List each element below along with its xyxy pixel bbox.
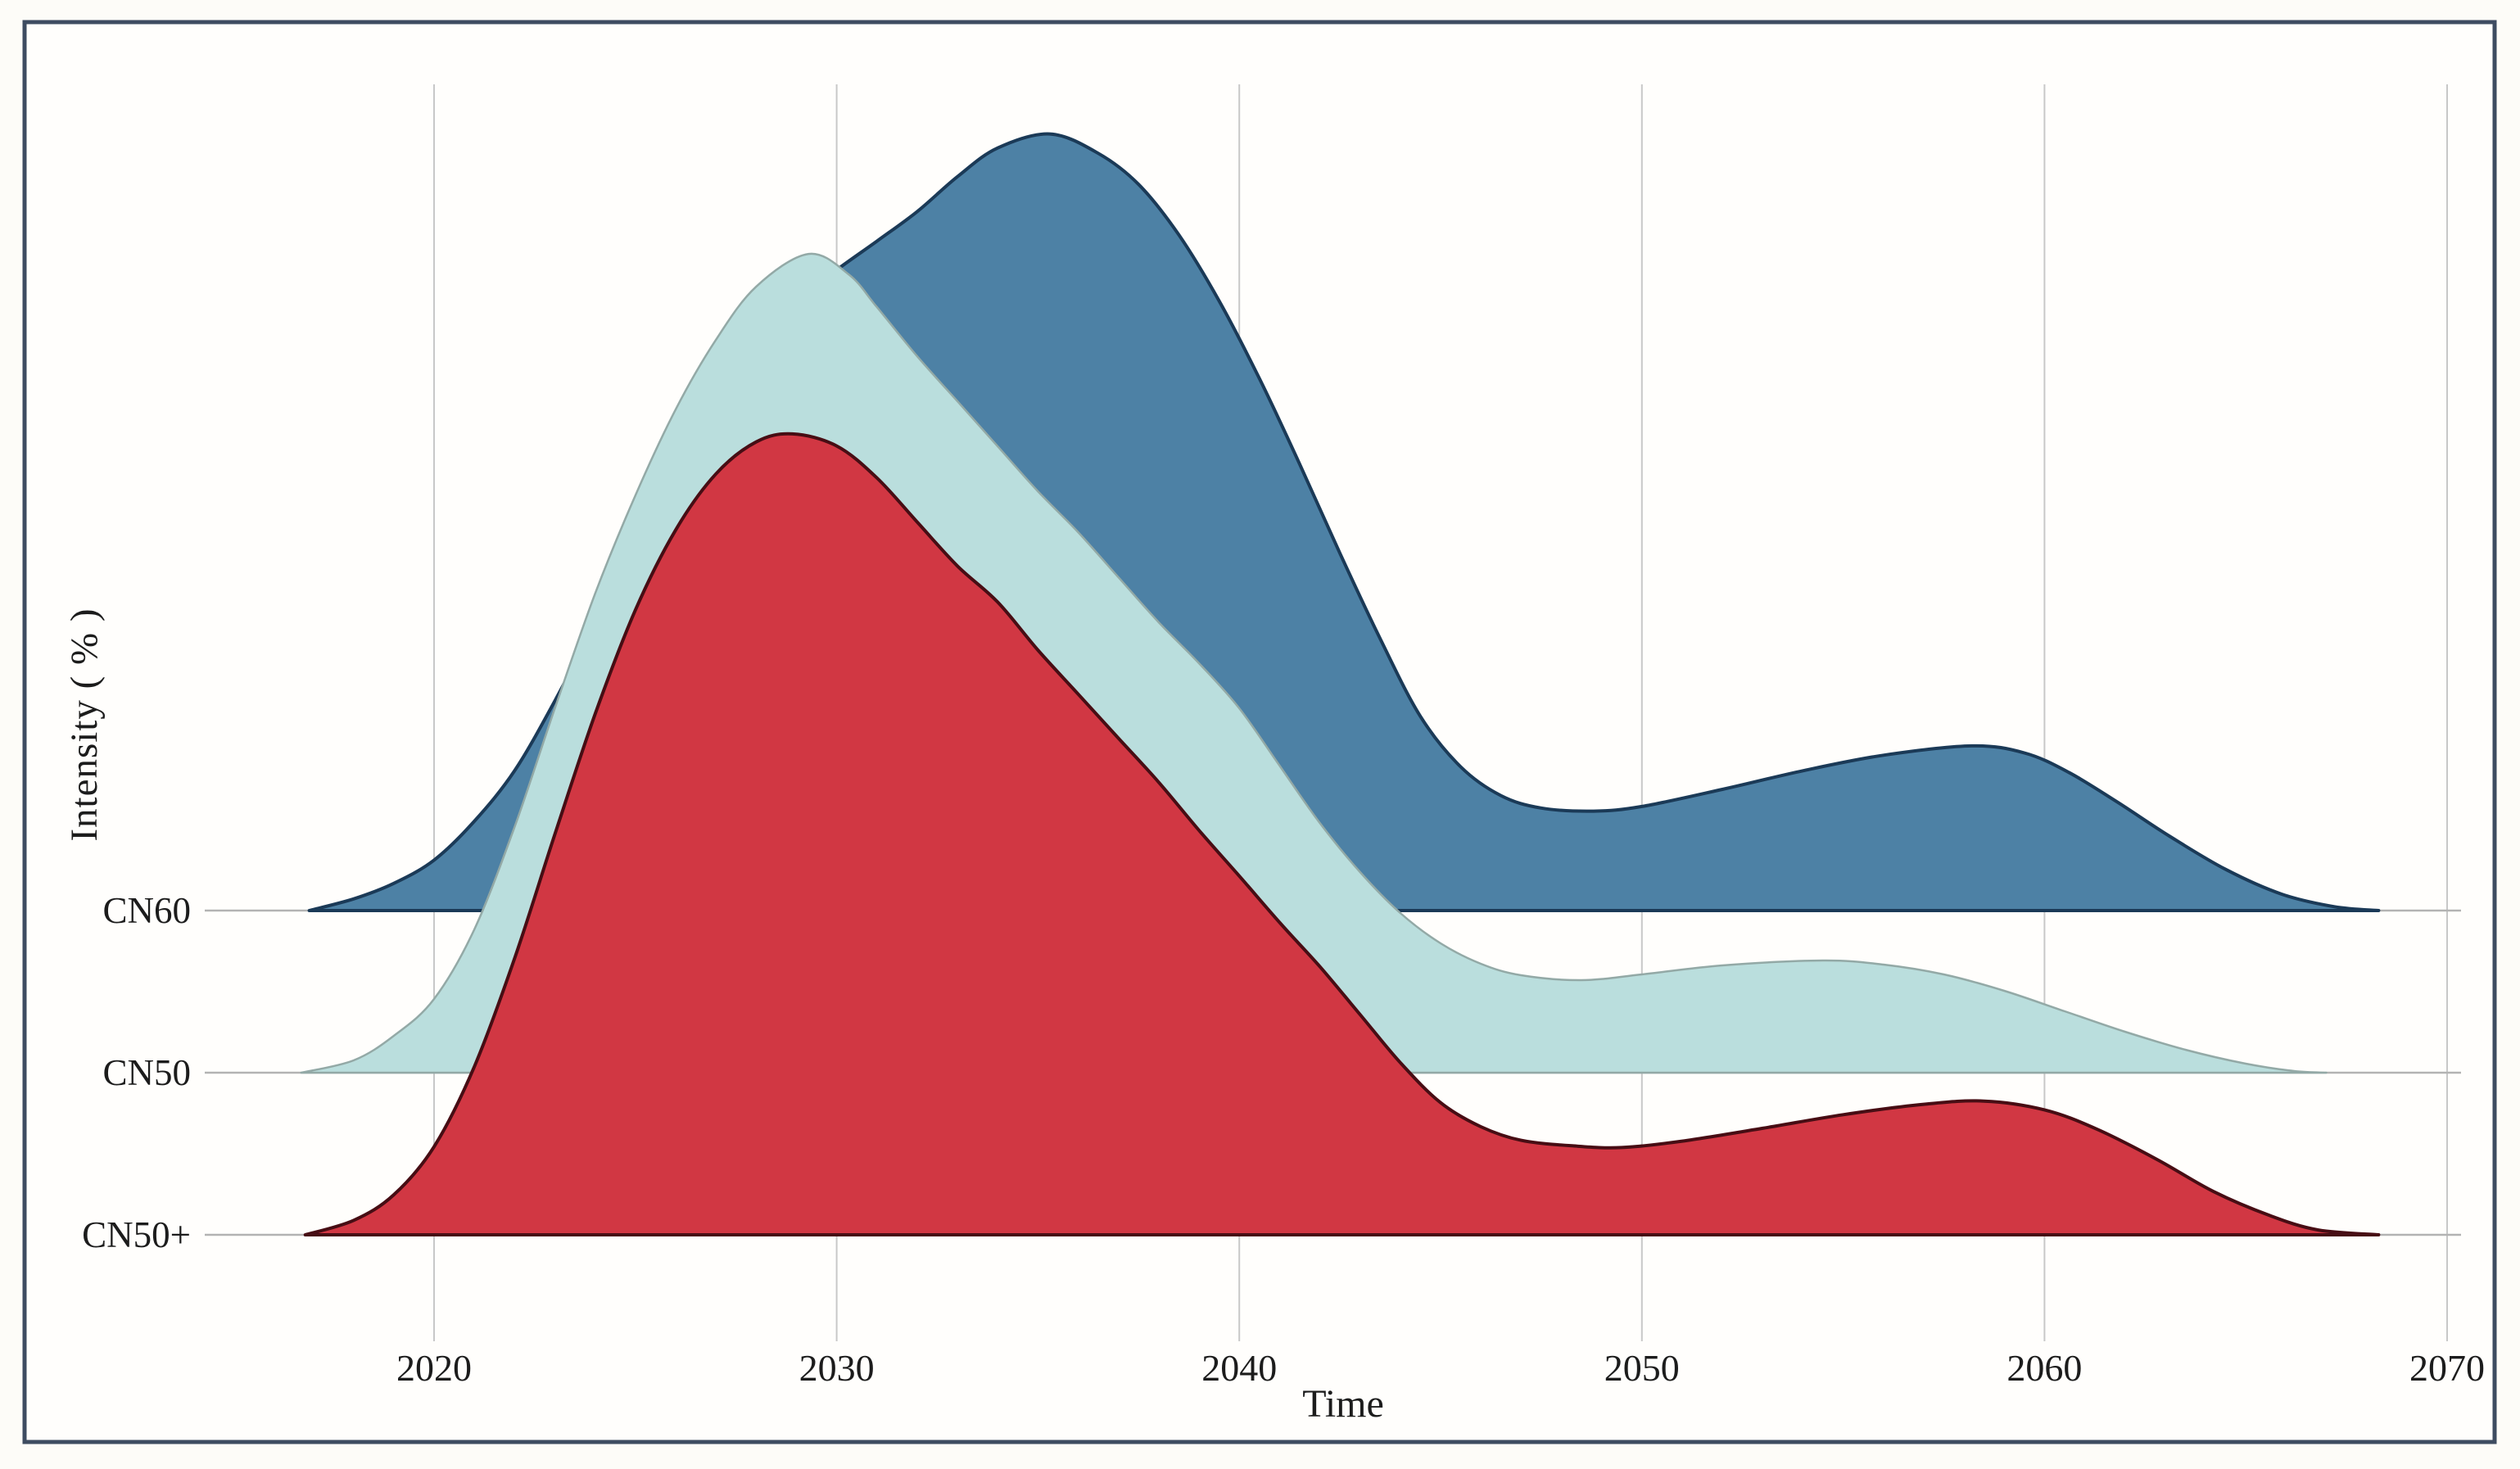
x-tick-label: 2020: [396, 1347, 472, 1389]
y-axis-title: Intensity ( % ): [63, 608, 106, 841]
x-tick-label: 2070: [2409, 1347, 2485, 1389]
ridges-layer: [205, 132, 2461, 1236]
row-label-CN50: CN50: [102, 1052, 191, 1093]
x-tick-label: 2060: [2006, 1347, 2082, 1389]
x-tick-label: 2030: [799, 1347, 875, 1389]
row-label-CN50+: CN50+: [82, 1214, 191, 1255]
x-tick-label: 2040: [1201, 1347, 1277, 1389]
ridge-CN50+: [303, 432, 2381, 1236]
x-axis-title: Time: [1302, 1382, 1384, 1426]
row-label-CN60: CN60: [102, 890, 191, 931]
labels-layer: 2020 2030 2040 2050 2060 2070 CN60 CN50 CN50+: [82, 890, 2485, 1389]
x-tick-label: 2050: [1604, 1347, 1680, 1389]
